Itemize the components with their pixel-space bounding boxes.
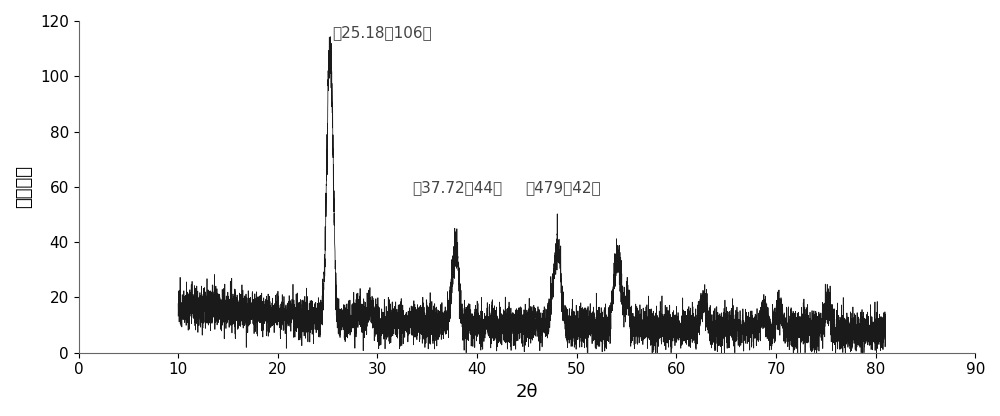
X-axis label: 2θ: 2θ	[516, 383, 538, 401]
Text: （479，42）: （479，42）	[525, 180, 601, 195]
Text: （25.18，106）: （25.18，106）	[333, 25, 432, 40]
Text: （37.72，44）: （37.72，44）	[412, 180, 502, 195]
Y-axis label: 衍射強度: 衍射強度	[15, 166, 33, 208]
